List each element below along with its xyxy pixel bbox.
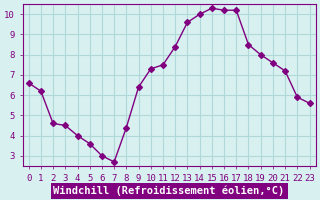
X-axis label: Windchill (Refroidissement éolien,°C): Windchill (Refroidissement éolien,°C) (53, 185, 285, 196)
